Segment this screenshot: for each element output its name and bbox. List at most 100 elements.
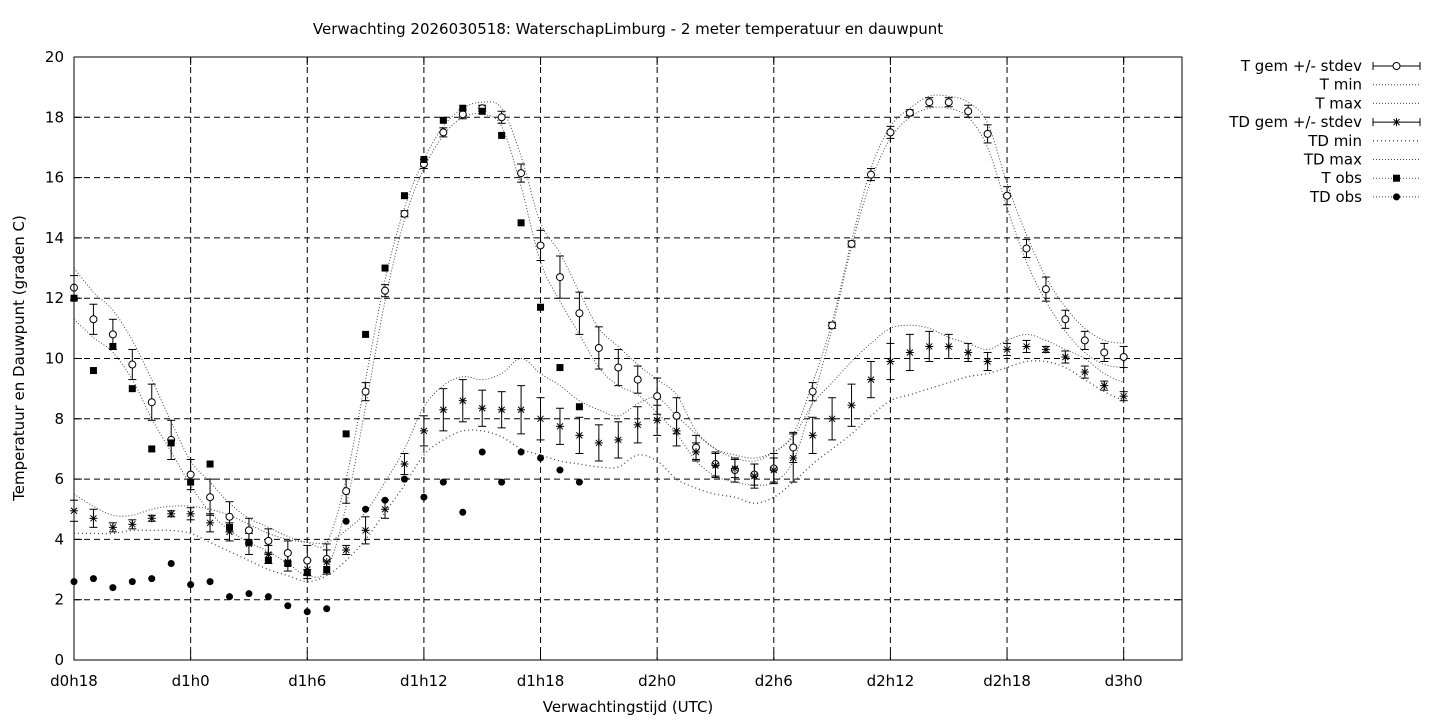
t-obs-point — [206, 460, 214, 468]
star-stroke — [342, 546, 350, 554]
td-mean-point — [633, 420, 642, 429]
td-obs-point — [439, 478, 447, 486]
star-stroke — [206, 519, 214, 527]
y-tick-label: 16 — [45, 169, 64, 187]
td-mean-point — [89, 514, 98, 523]
td-mean-point — [964, 348, 973, 357]
td-obs-point — [109, 584, 117, 592]
td-mean-point — [983, 357, 992, 366]
t-mean-point — [1119, 352, 1128, 361]
star-stroke — [692, 448, 700, 456]
td-obs-point — [148, 575, 156, 583]
t-mean-point — [633, 375, 642, 384]
star-stroke — [673, 427, 680, 435]
star-stroke — [439, 406, 447, 414]
y-tick-label: 4 — [54, 530, 64, 548]
t-mean-point — [1022, 244, 1031, 253]
td-mean-point — [711, 461, 720, 470]
td-obs-point — [167, 560, 175, 568]
star-stroke — [1393, 118, 1400, 126]
t-mean-point — [1061, 315, 1070, 324]
td-obs-point — [575, 478, 583, 486]
t-mean-point — [789, 443, 798, 452]
y-axis-label: Temperatuur en Dauwpunt (graden C) — [10, 215, 28, 502]
x-tick-label: d2h18 — [983, 672, 1031, 690]
star-stroke — [1120, 392, 1128, 400]
t-mean-point — [983, 129, 992, 138]
t-mean-point — [1080, 336, 1089, 345]
star-stroke — [867, 376, 875, 383]
t-mean-point — [905, 108, 914, 117]
td-max-line — [73, 324, 1124, 544]
td-mean-point — [478, 404, 487, 413]
y-tick-label: 10 — [45, 350, 64, 368]
t-obs-point — [575, 403, 583, 411]
y-tick-label: 18 — [45, 108, 64, 126]
t-mean-point — [458, 110, 467, 119]
star-stroke — [789, 454, 797, 462]
star-stroke — [887, 358, 894, 365]
legend-label-t-mean: T gem +/- stdev — [1240, 57, 1362, 75]
td-obs-point — [400, 475, 408, 483]
legend-label-t-max: T max — [1314, 94, 1362, 112]
td-mean-point — [944, 342, 953, 351]
x-tick-label: d1h0 — [172, 672, 210, 690]
t-obs-point — [478, 107, 486, 115]
td-mean-point — [925, 342, 934, 351]
t-obs-point — [187, 478, 195, 486]
x-tick-label: d2h0 — [638, 672, 676, 690]
td-mean-point — [536, 414, 545, 423]
td-mean-point — [381, 505, 390, 514]
t-obs-point — [323, 566, 331, 574]
td-mean-point — [1119, 392, 1128, 401]
td-obs-point — [323, 605, 331, 613]
td-mean-point — [108, 523, 117, 532]
star-stroke — [750, 472, 758, 480]
td-obs-point — [556, 466, 564, 474]
t-obs-point — [400, 192, 408, 200]
t-obs-point — [420, 156, 428, 164]
x-tick-label: d1h12 — [400, 672, 448, 690]
t-mean-point — [517, 169, 526, 178]
x-tick-label: d1h6 — [288, 672, 326, 690]
star-stroke — [809, 432, 817, 439]
star-stroke — [401, 460, 408, 468]
t-mean-point — [866, 170, 875, 179]
t-obs-point — [556, 364, 564, 372]
legend-label-t-obs: T obs — [1321, 169, 1363, 187]
star-stroke — [653, 416, 661, 424]
t-obs-point — [264, 557, 272, 565]
t-obs-point — [226, 523, 234, 531]
t-mean-point — [439, 128, 448, 137]
t-mean-point — [400, 209, 409, 218]
legend-swatch-marker — [1393, 193, 1400, 201]
td-mean-point — [400, 460, 409, 469]
x-tick-label: d1h18 — [517, 672, 565, 690]
legend-label-td-obs: TD obs — [1309, 188, 1362, 206]
t-obs-point — [537, 303, 545, 311]
t-mean-point — [925, 98, 934, 107]
td-mean-point — [866, 375, 875, 384]
t-mean-point — [147, 398, 156, 407]
t-max-line — [73, 94, 1124, 548]
y-tick-label: 2 — [54, 591, 64, 609]
t-obs-point — [517, 219, 525, 227]
t-mean-point — [964, 107, 973, 116]
star-stroke — [459, 397, 467, 405]
star-stroke — [1081, 368, 1089, 376]
t-mean-point — [89, 315, 98, 324]
legend-swatch-marker — [1392, 62, 1401, 70]
star-stroke — [712, 462, 719, 469]
star-stroke — [381, 505, 389, 513]
t-mean-point — [361, 387, 370, 396]
td-mean-point — [575, 431, 584, 440]
t-mean-point — [264, 536, 273, 545]
star-stroke — [1062, 353, 1069, 361]
td-mean-point — [419, 426, 428, 435]
t-mean-point — [847, 239, 856, 248]
y-axis-ticks: 0 2 4 6 8 10 12 14 16 18 20 — [45, 48, 1182, 669]
star-stroke — [109, 523, 117, 531]
td-mean-point — [730, 464, 739, 473]
